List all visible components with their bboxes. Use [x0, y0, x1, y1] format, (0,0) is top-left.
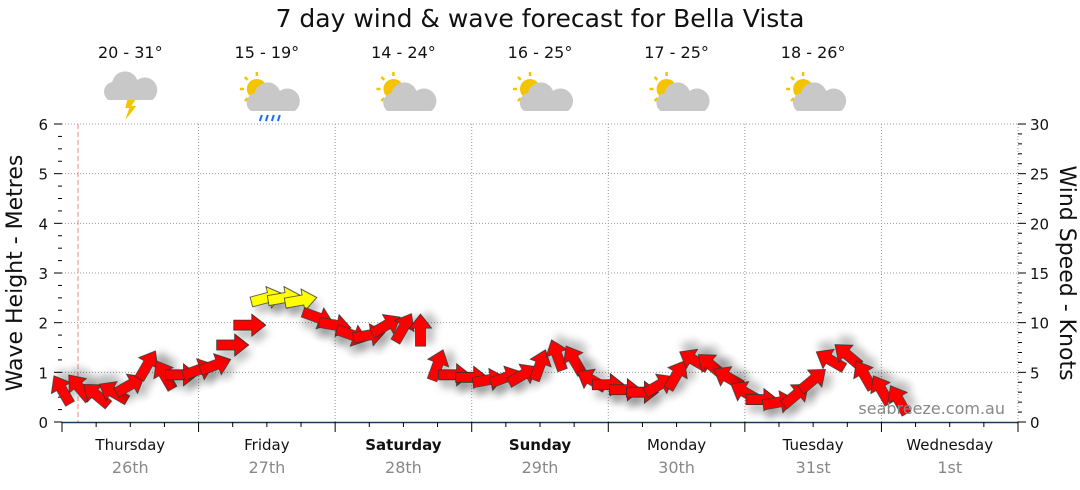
temp-range: 17 - 25° — [644, 43, 709, 62]
lightning-shape — [125, 100, 137, 120]
sun-ray — [653, 76, 659, 81]
cloud-shape — [383, 82, 437, 111]
sun-ray — [653, 97, 659, 102]
partly-cloudy-icon — [649, 72, 710, 111]
y2-tick-label: 20 — [1030, 215, 1049, 233]
chart-title: 7 day wind & wave forecast for Bella Vis… — [275, 4, 805, 33]
y-tick-label: 6 — [38, 116, 48, 134]
day-date: 1st — [937, 458, 962, 477]
wind-arrow — [390, 313, 415, 345]
y2-tick-label: 30 — [1030, 116, 1049, 134]
day-date: 29th — [522, 458, 559, 477]
day-date: 30th — [658, 458, 695, 477]
wind-arrow — [545, 339, 568, 373]
partly-cloudy-icon — [513, 72, 573, 111]
y2-tick-label: 0 — [1030, 414, 1040, 432]
sun-ray — [243, 76, 249, 81]
cloud-shape — [656, 82, 710, 111]
y2-tick-label: 15 — [1030, 265, 1049, 283]
y-tick-label: 2 — [38, 315, 48, 333]
day-name: Sunday — [509, 436, 572, 454]
sun-ray — [517, 76, 522, 81]
rain-drop — [276, 114, 281, 122]
cloud-shape — [246, 82, 300, 111]
partly-cloudy-icon — [786, 72, 847, 111]
sun-ray — [243, 97, 249, 102]
wind-arrow — [233, 313, 267, 337]
sun-ray — [790, 97, 795, 102]
day-name: Monday — [647, 436, 706, 454]
sun-ray — [790, 76, 795, 81]
wind-arrow — [113, 373, 145, 398]
wind-arrow — [134, 350, 159, 382]
temp-range: 15 - 19° — [235, 43, 300, 62]
day-date: 31st — [796, 458, 831, 477]
y2-tick-label: 10 — [1030, 315, 1049, 333]
wind-arrow — [663, 360, 688, 392]
day-date: 26th — [112, 458, 149, 477]
temp-range: 20 - 31° — [98, 43, 163, 62]
wind-arrow — [198, 353, 232, 376]
wind-arrow — [408, 313, 433, 347]
y-tick-label: 1 — [38, 364, 48, 382]
rain-drop — [270, 114, 275, 122]
wind-arrow — [216, 333, 250, 357]
y-tick-label: 0 — [38, 414, 48, 432]
wind-arrow — [50, 375, 75, 407]
y2-tick-label: 5 — [1030, 364, 1040, 382]
wind-arrow — [283, 288, 318, 312]
y-tick-label: 3 — [38, 265, 48, 283]
wind-arrow — [563, 345, 588, 377]
cloud-shape — [519, 82, 573, 111]
y-tick-label: 4 — [38, 215, 48, 233]
sun-ray — [380, 97, 386, 102]
watermark: seabreeze.com.au — [858, 399, 1005, 418]
sun-cloud-rain-icon — [239, 72, 300, 122]
day-name: Tuesday — [782, 436, 844, 454]
temp-range: 14 - 24° — [371, 43, 436, 62]
partly-cloudy-icon — [376, 72, 437, 111]
wind-arrow — [98, 381, 131, 406]
wind-arrow — [529, 349, 552, 383]
y-axis-label: Wave Height - Metres — [3, 155, 28, 392]
day-name: Friday — [244, 436, 290, 454]
day-date: 28th — [385, 458, 422, 477]
y2-tick-label: 25 — [1030, 166, 1049, 184]
day-name: Saturday — [365, 436, 442, 454]
y-tick-label: 5 — [38, 166, 48, 184]
wind-arrow — [83, 383, 113, 410]
sun-ray — [380, 76, 386, 81]
temp-range: 16 - 25° — [508, 43, 573, 62]
sun-ray — [517, 97, 522, 102]
cloud-shape — [792, 82, 847, 111]
wind-arrow — [797, 369, 826, 395]
rain-drop — [258, 114, 263, 122]
wind-arrow — [426, 349, 450, 383]
wind-arrow — [887, 385, 912, 417]
wind-arrow — [815, 348, 848, 373]
thunderstorm-icon — [104, 71, 158, 120]
wind-arrow — [369, 314, 401, 339]
day-name: Wednesday — [906, 436, 993, 454]
y2-axis-label: Wind Speed - Knots — [1054, 165, 1079, 380]
day-name: Thursday — [94, 436, 165, 454]
day-date: 27th — [248, 458, 285, 477]
cloud-shape — [104, 71, 158, 100]
temp-range: 18 - 26° — [781, 43, 846, 62]
rain-drop — [264, 114, 269, 122]
